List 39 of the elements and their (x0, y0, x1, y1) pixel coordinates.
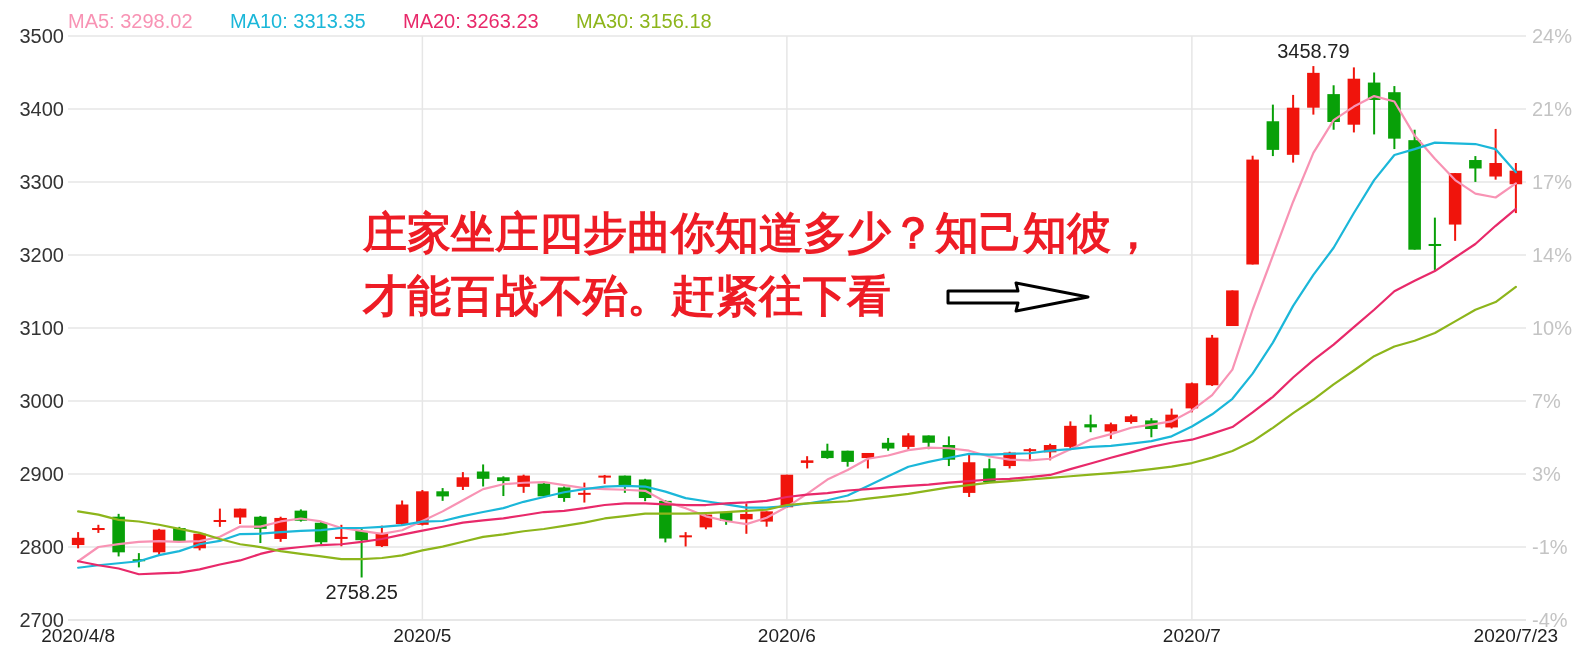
y-tick-label: 3300 (19, 171, 64, 193)
y-tick-label: 3000 (19, 390, 64, 412)
y2-tick-label: 17% (1532, 170, 1573, 193)
candlestick (578, 481, 591, 504)
y-tick-label: 3100 (19, 317, 64, 339)
annotation: 庄家坐庄四步曲你知道多少？知己知彼， (362, 207, 1155, 258)
text: MA5: 3298.02 (68, 10, 193, 32)
text: MA30: 3156.18 (576, 10, 712, 32)
x-tick-label: 2020/5 (393, 625, 452, 646)
candlestick (355, 527, 368, 579)
y2-tick-label: 24% (1532, 25, 1573, 47)
y-tick-label: 3500 (19, 25, 64, 47)
text: MA10: 3313.35 (230, 10, 366, 32)
text: MA20: 3263.23 (403, 10, 539, 32)
x-tick-label: 2020/6 (757, 625, 816, 646)
candlestick (1489, 127, 1502, 181)
y-tick-label: 2800 (19, 536, 64, 558)
annotation: 2758.25 (325, 581, 398, 604)
y-tick-label: 2900 (19, 463, 64, 485)
candlestick (497, 475, 510, 498)
y-tick-label: 3200 (19, 244, 64, 266)
y2-tick-label: 14% (1532, 243, 1573, 266)
candlestick (1469, 155, 1482, 183)
y2-tick-label: 3% (1532, 462, 1562, 485)
line-series (77, 207, 1517, 576)
candlestick (395, 499, 409, 527)
candlestick (213, 507, 227, 528)
candlestick (335, 523, 348, 548)
annotation: 3458.79 (1277, 40, 1350, 63)
candlestick (1428, 216, 1442, 271)
candlestick (740, 502, 753, 535)
y2-tick-label: 10% (1532, 317, 1573, 339)
y2-tick-label: -1% (1532, 535, 1568, 558)
candlestick (476, 463, 490, 488)
annotation: 才能百战不殆。赶紧往下看 (362, 270, 891, 321)
y2-tick-label: 7% (1532, 389, 1562, 412)
y2-tick-label: 21% (1532, 97, 1573, 120)
y-tick-label: 3400 (19, 98, 64, 120)
x-tick-label: 2020/7 (1162, 625, 1221, 646)
